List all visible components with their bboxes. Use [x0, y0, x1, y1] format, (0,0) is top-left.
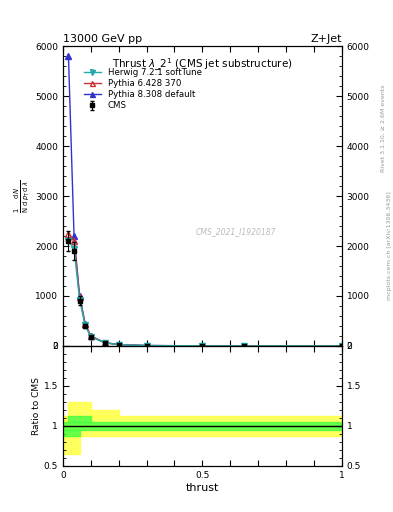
Y-axis label: $\frac{1}{\mathrm{N}}\,\frac{\mathrm{d}N}{\mathrm{d}\,p_\mathrm{T}\,\mathrm{d}\,: $\frac{1}{\mathrm{N}}\,\frac{\mathrm{d}N…: [13, 179, 32, 212]
Line: Pythia 6.428 370: Pythia 6.428 370: [66, 231, 345, 349]
Pythia 8.308 default: [83, 321, 88, 327]
Pythia 6.428 370: [66, 230, 71, 237]
Herwig 7.2.1 softTune: [72, 245, 76, 251]
Pythia 6.428 370: [200, 343, 205, 349]
Herwig 7.2.1 softTune: [144, 343, 149, 349]
Herwig 7.2.1 softTune: [200, 343, 205, 349]
Pythia 8.308 default: [72, 233, 76, 239]
Pythia 8.308 default: [66, 53, 71, 59]
X-axis label: thrust: thrust: [186, 482, 219, 493]
Herwig 7.2.1 softTune: [340, 343, 344, 349]
Pythia 6.428 370: [83, 322, 88, 328]
Pythia 8.308 default: [144, 343, 149, 349]
Text: 13000 GeV pp: 13000 GeV pp: [63, 33, 142, 44]
Pythia 6.428 370: [242, 343, 247, 349]
Herwig 7.2.1 softTune: [83, 323, 88, 329]
Pythia 8.308 default: [200, 343, 205, 349]
Line: Herwig 7.2.1 softTune: Herwig 7.2.1 softTune: [66, 238, 345, 349]
Legend: Herwig 7.2.1 softTune, Pythia 6.428 370, Pythia 8.308 default, CMS: Herwig 7.2.1 softTune, Pythia 6.428 370,…: [81, 66, 204, 113]
Herwig 7.2.1 softTune: [66, 238, 71, 244]
Pythia 6.428 370: [144, 343, 149, 349]
Pythia 6.428 370: [77, 294, 82, 300]
Pythia 8.308 default: [242, 343, 247, 349]
Text: Rivet 3.1.10, ≥ 2.6M events: Rivet 3.1.10, ≥ 2.6M events: [381, 84, 386, 172]
Pythia 6.428 370: [340, 343, 344, 349]
Pythia 8.308 default: [116, 342, 121, 348]
Y-axis label: Ratio to CMS: Ratio to CMS: [32, 377, 41, 435]
Pythia 8.308 default: [77, 293, 82, 299]
Pythia 6.428 370: [116, 342, 121, 348]
Pythia 6.428 370: [102, 339, 107, 346]
Pythia 6.428 370: [88, 333, 93, 339]
Line: Pythia 8.308 default: Pythia 8.308 default: [66, 53, 345, 349]
Herwig 7.2.1 softTune: [88, 334, 93, 340]
Herwig 7.2.1 softTune: [102, 340, 107, 346]
Text: CMS_2021_I1920187: CMS_2021_I1920187: [196, 227, 276, 237]
Text: mcplots.cern.ch [arXiv:1306.3436]: mcplots.cern.ch [arXiv:1306.3436]: [387, 191, 391, 300]
Text: Thrust $\lambda\_2^1$ (CMS jet substructure): Thrust $\lambda\_2^1$ (CMS jet substruct…: [112, 57, 293, 73]
Pythia 8.308 default: [102, 339, 107, 346]
Herwig 7.2.1 softTune: [242, 343, 247, 349]
Text: Z+Jet: Z+Jet: [310, 33, 342, 44]
Pythia 8.308 default: [88, 333, 93, 339]
Pythia 6.428 370: [72, 238, 76, 244]
Herwig 7.2.1 softTune: [116, 342, 121, 348]
Pythia 8.308 default: [340, 343, 344, 349]
Herwig 7.2.1 softTune: [77, 297, 82, 303]
